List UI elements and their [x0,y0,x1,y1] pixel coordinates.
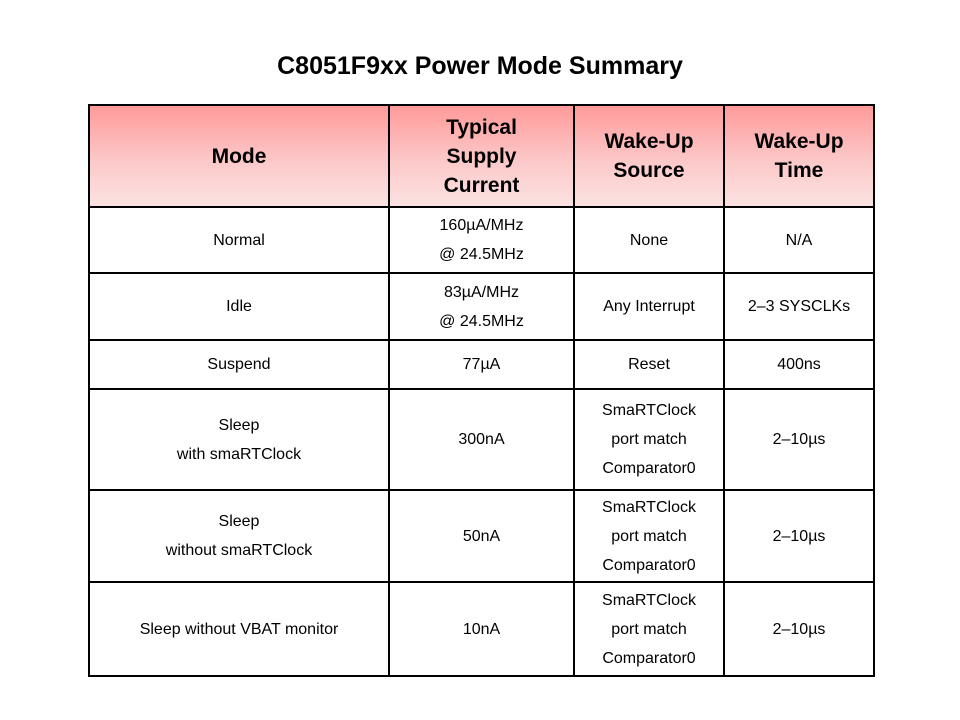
cell-source: None [573,206,725,274]
cell-current: 50nA [388,489,575,583]
cell-time: 2–10µs [723,581,875,677]
header-current-line: Typical [446,115,517,139]
cell-time: 400ns [723,339,875,390]
cell-mode: Sleep without smaRTClock [88,489,390,583]
cell-mode: Suspend [88,339,390,390]
cell-current: 77µA [388,339,575,390]
header-current-line: Supply [446,144,517,168]
header-wake-up-source: Wake-Up Source [573,104,725,208]
table-row: Idle 83µA/MHz @ 24.5MHz Any Interrupt 2–… [88,272,875,341]
cell-text: 2–10µs [772,431,826,448]
cell-text: 300nA [458,431,505,448]
table-header-row: Mode Typical Supply Current Wake-Up Sour… [88,104,875,208]
cell-text: Any Interrupt [603,298,695,315]
cell-mode: Sleep with smaRTClock [88,388,390,491]
cell-mode: Sleep without VBAT monitor [88,581,390,677]
cell-time: 2–10µs [723,489,875,583]
cell-time: 2–3 SYSCLKs [723,272,875,341]
cell-text: 160µA/MHz [439,217,524,234]
cell-text: Suspend [207,356,271,373]
page-title: C8051F9xx Power Mode Summary [277,52,683,80]
cell-text: N/A [785,231,813,249]
cell-source: Reset [573,339,725,390]
table-row: Suspend 77µA Reset 400ns [88,339,875,390]
cell-time: N/A [723,206,875,274]
header-source-line: Source [613,159,685,182]
cell-text: without smaRTClock [165,542,313,559]
table-row: Sleep without VBAT monitor 10nA SmaRTClo… [88,581,875,677]
cell-text: SmaRTClock [602,591,696,609]
cell-text: Reset [628,356,670,373]
cell-text: @ 24.5MHz [439,312,524,330]
cell-source: SmaRTClock port match Comparator0 [573,581,725,677]
table-row: Normal 160µA/MHz @ 24.5MHz None N/A [88,206,875,274]
header-time-line: Wake-Up [754,130,844,153]
cell-text: Sleep [218,416,260,434]
cell-current: 160µA/MHz @ 24.5MHz [388,206,575,274]
cell-text: port match [611,527,687,545]
header-mode: Mode [88,104,390,208]
cell-current: 10nA [388,581,575,677]
cell-text: None [629,231,669,249]
cell-text: 77µA [462,356,501,373]
cell-time: 2–10µs [723,388,875,491]
header-source-line: Wake-Up [604,130,694,153]
cell-text: 83µA/MHz [443,283,519,301]
header-typical-supply-current: Typical Supply Current [388,104,575,208]
cell-text: 2–3 SYSCLKs [747,298,851,315]
table-row: Sleep with smaRTClock 300nA SmaRTClock p… [88,388,875,491]
cell-source: SmaRTClock port match Comparator0 [573,489,725,583]
cell-text: 400ns [777,356,821,373]
cell-source: SmaRTClock port match Comparator0 [573,388,725,491]
cell-text: port match [611,620,687,638]
cell-mode: Idle [88,272,390,341]
cell-text: with smaRTClock [176,445,302,463]
cell-text: Sleep without VBAT monitor [139,620,339,638]
header-mode-line: Mode [211,144,267,168]
cell-text: Comparator0 [602,556,696,574]
cell-text: 2–10µs [772,527,826,545]
header-wake-up-time: Wake-Up Time [723,104,875,208]
cell-text: 2–10µs [772,620,826,638]
cell-text: SmaRTClock [602,498,696,516]
table-row: Sleep without smaRTClock 50nA SmaRTClock… [88,489,875,583]
cell-text: port match [611,431,687,448]
power-mode-table: Mode Typical Supply Current Wake-Up Sour… [88,104,875,677]
cell-text: 50nA [462,527,501,545]
cell-text: SmaRTClock [602,402,696,419]
cell-text: 10nA [462,620,501,638]
cell-source: Any Interrupt [573,272,725,341]
cell-text: Comparator0 [602,649,696,667]
cell-current: 83µA/MHz @ 24.5MHz [388,272,575,341]
cell-mode: Normal [88,206,390,274]
header-current-line: Current [443,173,520,197]
header-time-line: Time [774,159,824,182]
cell-text: @ 24.5MHz [439,246,524,263]
cell-text: Idle [226,298,252,315]
cell-current: 300nA [388,388,575,491]
cell-text: Comparator0 [602,460,696,477]
cell-text: Normal [213,231,265,249]
cell-text: Sleep [218,513,260,530]
